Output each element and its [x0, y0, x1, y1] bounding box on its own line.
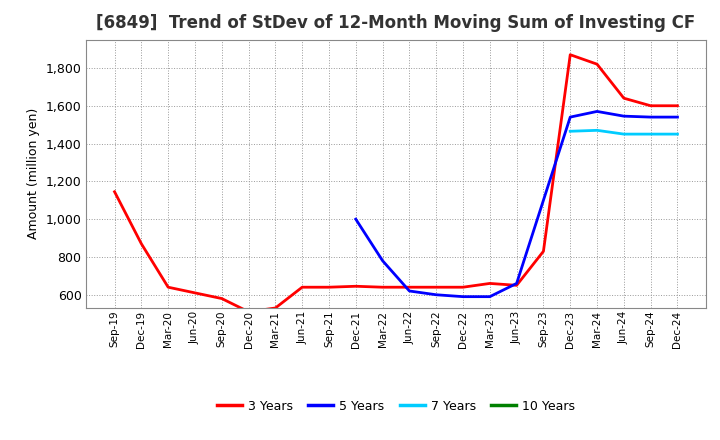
5 Years [513, 281, 521, 286]
3 Years [405, 285, 414, 290]
3 Years [539, 249, 548, 254]
Y-axis label: Amount (million yen): Amount (million yen) [27, 108, 40, 239]
7 Years [566, 128, 575, 134]
3 Years [325, 285, 333, 290]
5 Years [593, 109, 601, 114]
3 Years [110, 189, 119, 194]
3 Years [298, 285, 307, 290]
3 Years [351, 284, 360, 289]
5 Years [351, 216, 360, 222]
3 Years [593, 62, 601, 67]
3 Years [271, 305, 279, 311]
Legend: 3 Years, 5 Years, 7 Years, 10 Years: 3 Years, 5 Years, 7 Years, 10 Years [212, 395, 580, 418]
3 Years [485, 281, 494, 286]
3 Years [566, 52, 575, 57]
5 Years [539, 198, 548, 203]
3 Years [137, 241, 145, 246]
3 Years [378, 285, 387, 290]
3 Years [673, 103, 682, 108]
3 Years [647, 103, 655, 108]
Line: 3 Years: 3 Years [114, 55, 678, 312]
Line: 7 Years: 7 Years [570, 130, 678, 134]
7 Years [593, 128, 601, 133]
3 Years [459, 285, 467, 290]
5 Years [673, 114, 682, 120]
Title: [6849]  Trend of StDev of 12-Month Moving Sum of Investing CF: [6849] Trend of StDev of 12-Month Moving… [96, 15, 696, 33]
5 Years [459, 294, 467, 299]
3 Years [191, 290, 199, 296]
5 Years [566, 114, 575, 120]
3 Years [513, 282, 521, 288]
3 Years [217, 296, 226, 301]
Line: 5 Years: 5 Years [356, 111, 678, 297]
7 Years [673, 132, 682, 137]
3 Years [164, 285, 173, 290]
7 Years [619, 132, 628, 137]
5 Years [405, 288, 414, 293]
5 Years [619, 114, 628, 119]
5 Years [432, 292, 441, 297]
5 Years [485, 294, 494, 299]
3 Years [432, 285, 441, 290]
5 Years [647, 114, 655, 120]
3 Years [619, 95, 628, 101]
3 Years [244, 309, 253, 315]
5 Years [378, 258, 387, 264]
7 Years [647, 132, 655, 137]
